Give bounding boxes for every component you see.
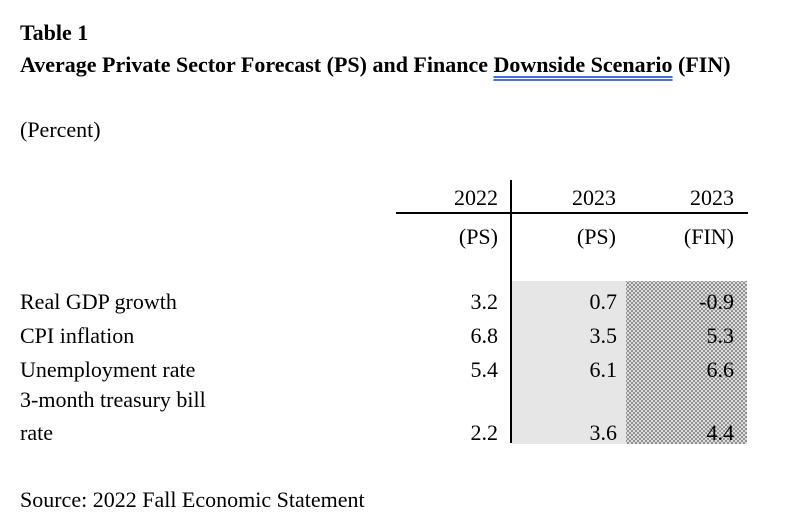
column-header-series-1: (PS) [458, 224, 498, 249]
row-label-real-gdp-growth: Real GDP growth [20, 289, 177, 314]
cell-cpi-2023-fin: 5.3 [706, 323, 735, 348]
column-header-year-1: 2022 [454, 185, 498, 210]
header-rule [396, 212, 748, 214]
title-part-2: (FIN) [672, 52, 731, 77]
row-label-treasury-bill-line2: rate [20, 420, 53, 445]
cell-unemp-2023-fin: 6.6 [706, 357, 735, 382]
cell-cpi-2023-ps: 3.5 [589, 323, 618, 348]
cell-unemp-2023-ps: 6.1 [589, 357, 618, 382]
title-part-1: Average Private Sector Forecast (PS) and… [20, 52, 494, 77]
shade-2023-ps [512, 281, 626, 444]
cell-tbill-2022-ps: 2.2 [470, 420, 499, 445]
column-header-series-2: (PS) [576, 224, 616, 249]
cell-tbill-2023-fin: 4.4 [706, 420, 735, 445]
row-label-treasury-bill-line1: 3-month treasury bill [20, 387, 206, 412]
cell-gdp-2023-ps: 0.7 [589, 289, 618, 314]
table-source: Source: 2022 Fall Economic Statement [20, 487, 365, 512]
table-label: Table 1 [20, 20, 89, 45]
row-label-unemployment-rate: Unemployment rate [20, 357, 196, 382]
cell-gdp-2022-ps: 3.2 [470, 289, 499, 314]
cell-cpi-2022-ps: 6.8 [470, 323, 499, 348]
row-label-cpi-inflation: CPI inflation [20, 323, 135, 348]
table-title: Average Private Sector Forecast (PS) and… [20, 50, 740, 79]
table-units: (Percent) [20, 117, 101, 142]
column-header-year-2: 2023 [572, 185, 616, 210]
column-header-series-3: (FIN) [683, 224, 734, 249]
column-header-year-3: 2023 [690, 185, 734, 210]
title-underlined-phrase: Downside Scenario [493, 52, 673, 77]
cell-unemp-2022-ps: 5.4 [470, 357, 499, 382]
shade-2023-fin [626, 281, 747, 444]
cell-gdp-2023-fin: -0.9 [699, 289, 734, 314]
column-divider [510, 180, 512, 443]
cell-tbill-2023-ps: 3.6 [589, 420, 618, 445]
